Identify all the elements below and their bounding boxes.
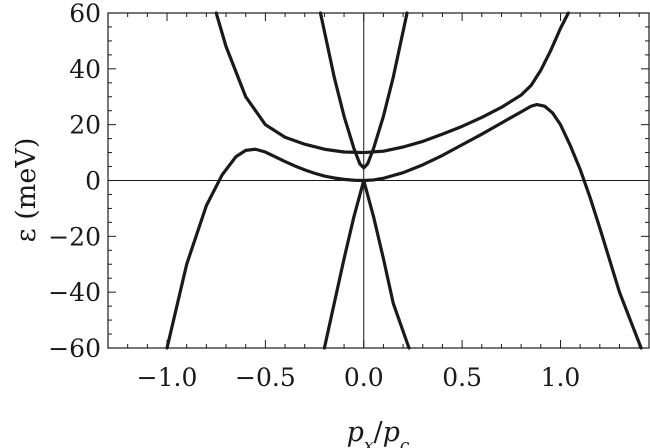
series-1-line xyxy=(165,102,643,350)
y-tick-label: 20 xyxy=(69,111,101,140)
x-tick-label: −1.0 xyxy=(137,363,198,392)
y-tick-label: 40 xyxy=(69,55,101,84)
series-2-line xyxy=(214,11,570,155)
series-3-line xyxy=(318,11,409,170)
x-tick-label: 1.0 xyxy=(541,363,581,392)
x-tick-label: 0.5 xyxy=(442,363,482,392)
x-tick-label: −0.5 xyxy=(235,363,296,392)
x-tick-label: 0.0 xyxy=(344,363,384,392)
y-tick-label: −20 xyxy=(48,222,101,251)
y-tick-label: −60 xyxy=(48,334,101,363)
curves-layer xyxy=(165,11,643,350)
y-axis-title: ε (meV) xyxy=(11,138,42,243)
tick-labels-layer: −1.0 −0.5 0.0 0.5 1.0 60 40 20 0 −20 −40 −60 xyxy=(48,0,580,392)
frame-layer xyxy=(107,12,650,349)
y-tick-label: 60 xyxy=(69,0,101,28)
series-4-line xyxy=(322,178,411,350)
x-axis-title: px/pc xyxy=(347,417,410,448)
y-tick-label: −40 xyxy=(48,278,101,307)
y-tick-label: 0 xyxy=(85,167,101,196)
